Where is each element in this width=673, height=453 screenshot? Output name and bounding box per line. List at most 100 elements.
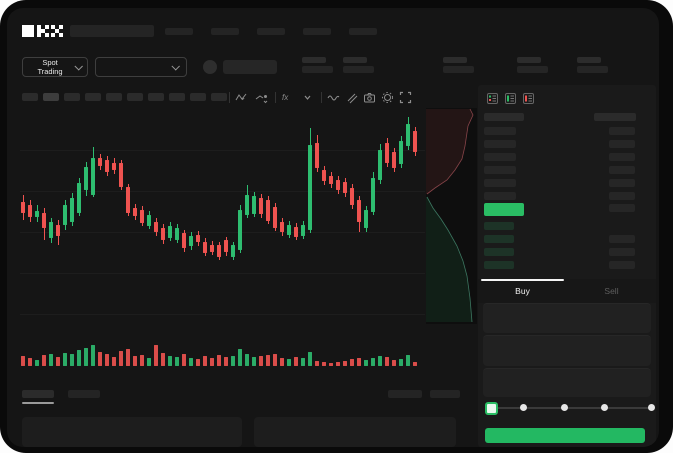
chevron-down-icon[interactable] bbox=[301, 91, 314, 104]
candle bbox=[21, 202, 25, 213]
candle bbox=[238, 210, 242, 250]
stat-value-placeholder bbox=[302, 66, 333, 73]
candle bbox=[154, 222, 158, 232]
candle bbox=[371, 178, 375, 212]
candle bbox=[343, 182, 347, 193]
candle-wick bbox=[100, 154, 101, 170]
candle bbox=[378, 150, 382, 180]
panel-control-placeholder[interactable] bbox=[388, 390, 422, 398]
candle-wick bbox=[135, 204, 136, 220]
candle-wick bbox=[79, 178, 80, 216]
wave-icon[interactable] bbox=[327, 91, 340, 104]
candle-wick bbox=[58, 220, 59, 245]
candle-wick bbox=[44, 208, 45, 240]
slider-dot[interactable] bbox=[648, 404, 655, 411]
market-type-selector[interactable]: Spot Trading bbox=[22, 57, 88, 77]
slider-dot[interactable] bbox=[520, 404, 527, 411]
price-field-placeholder[interactable] bbox=[483, 303, 651, 333]
total-field-placeholder[interactable] bbox=[483, 368, 651, 397]
nav-item-placeholder[interactable] bbox=[211, 28, 239, 35]
timeframe-button-placeholder[interactable] bbox=[148, 93, 164, 101]
okx-logo[interactable] bbox=[22, 24, 64, 38]
volume-bar bbox=[392, 360, 396, 366]
candle bbox=[119, 163, 123, 187]
slider-dot[interactable] bbox=[601, 404, 608, 411]
ask-price-placeholder bbox=[484, 166, 516, 174]
candle bbox=[294, 227, 298, 237]
volume-bar bbox=[385, 357, 389, 366]
fullscreen-icon[interactable] bbox=[399, 91, 412, 104]
timeframe-button-placeholder[interactable] bbox=[169, 93, 185, 101]
nav-item-placeholder[interactable] bbox=[303, 28, 331, 35]
volume-bar bbox=[231, 356, 235, 366]
measure-icon[interactable] bbox=[345, 91, 358, 104]
volume-bar bbox=[336, 362, 340, 366]
amount-column-header-placeholder bbox=[594, 113, 636, 121]
timeframe-button-placeholder[interactable] bbox=[190, 93, 206, 101]
ask-price-placeholder bbox=[484, 140, 516, 148]
buy-submit-button[interactable] bbox=[485, 428, 645, 443]
volume-bar bbox=[266, 355, 270, 366]
candle-style-icon[interactable] bbox=[235, 91, 248, 104]
candle bbox=[126, 187, 130, 213]
stat-value-placeholder bbox=[443, 66, 474, 73]
timeframe-button-placeholder[interactable] bbox=[127, 93, 143, 101]
volume-bar bbox=[413, 362, 417, 366]
amount-slider-track[interactable] bbox=[489, 407, 652, 409]
depth-chart bbox=[426, 108, 477, 324]
tab-buy[interactable]: Buy bbox=[478, 279, 567, 303]
candle-wick bbox=[352, 184, 353, 209]
volume-bar bbox=[63, 353, 67, 366]
volume-bar bbox=[322, 362, 326, 366]
candle bbox=[28, 205, 32, 217]
nav-item-placeholder[interactable] bbox=[257, 28, 285, 35]
nav-item-placeholder[interactable] bbox=[165, 28, 193, 35]
book-bids-only-icon[interactable] bbox=[505, 91, 516, 104]
ask-amount-placeholder bbox=[609, 127, 635, 135]
chevron-down-icon bbox=[171, 62, 180, 71]
history-tab-placeholder[interactable] bbox=[68, 390, 100, 398]
book-asks-only-icon[interactable] bbox=[523, 91, 534, 104]
candle-wick bbox=[317, 135, 318, 172]
timeframe-button-placeholder[interactable] bbox=[106, 93, 122, 101]
candle-wick bbox=[268, 196, 269, 224]
candle-wick bbox=[296, 223, 297, 240]
timeframe-button-placeholder[interactable] bbox=[85, 93, 101, 101]
volume-bar bbox=[84, 348, 88, 366]
bid-price-placeholder bbox=[484, 248, 514, 256]
line-style-icon[interactable] bbox=[255, 91, 268, 104]
toolbar-divider bbox=[229, 92, 230, 103]
slider-dot[interactable] bbox=[561, 404, 568, 411]
tab-sell[interactable]: Sell bbox=[567, 279, 656, 303]
candle-wick bbox=[226, 237, 227, 256]
timeframe-button-placeholder[interactable] bbox=[43, 93, 59, 101]
candle bbox=[161, 228, 165, 240]
nav-item-placeholder[interactable] bbox=[349, 28, 377, 35]
amount-field-placeholder[interactable] bbox=[483, 335, 651, 366]
candle bbox=[175, 228, 179, 240]
camera-icon[interactable] bbox=[363, 91, 376, 104]
volume-bar bbox=[406, 355, 410, 366]
panel-control-placeholder[interactable] bbox=[430, 390, 460, 398]
indicators-fx-icon[interactable]: fx bbox=[281, 91, 294, 104]
last-price-button[interactable] bbox=[484, 203, 524, 216]
amount-slider-handle[interactable] bbox=[485, 402, 498, 415]
volume-bar bbox=[343, 361, 347, 366]
timeframe-button-placeholder[interactable] bbox=[211, 93, 227, 101]
volume-bar bbox=[224, 357, 228, 366]
volume-bar bbox=[21, 356, 25, 366]
timeframe-button-placeholder[interactable] bbox=[22, 93, 38, 101]
ask-price-placeholder bbox=[484, 127, 516, 135]
orders-tab-placeholder[interactable] bbox=[22, 390, 54, 398]
candle-wick bbox=[387, 138, 388, 167]
candle bbox=[210, 245, 214, 252]
ticker-stat bbox=[577, 57, 609, 74]
stat-label-placeholder bbox=[302, 57, 326, 63]
chevron-down-icon bbox=[74, 62, 83, 71]
book-both-sides-icon[interactable] bbox=[487, 91, 498, 104]
pair-selector-dropdown[interactable] bbox=[95, 57, 187, 77]
candle-wick bbox=[37, 205, 38, 222]
candle bbox=[42, 213, 46, 228]
timeframe-button-placeholder[interactable] bbox=[64, 93, 80, 101]
settings-gear-icon[interactable] bbox=[381, 91, 394, 104]
